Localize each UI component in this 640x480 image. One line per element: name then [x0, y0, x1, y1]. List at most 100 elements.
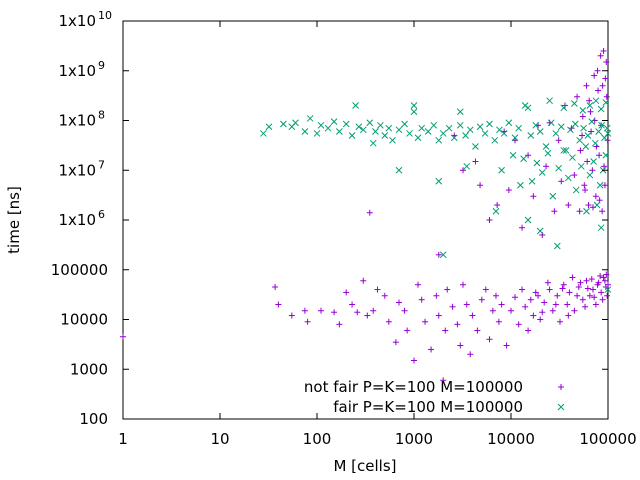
data-point — [532, 289, 539, 296]
data-point — [433, 292, 440, 299]
data-point — [601, 277, 608, 284]
data-point — [359, 126, 367, 134]
data-point — [554, 292, 561, 299]
data-point — [469, 312, 476, 319]
data-point — [369, 139, 377, 147]
data-point — [588, 118, 596, 125]
legend-label: not fair P=K=100 M=100000 — [304, 378, 523, 396]
data-point — [517, 181, 524, 189]
data-point — [598, 121, 605, 129]
data-point — [543, 163, 550, 170]
data-point — [317, 121, 325, 129]
data-point — [336, 321, 343, 328]
data-point — [410, 102, 418, 109]
x-tick-label: 1 — [118, 430, 128, 448]
data-point — [498, 301, 505, 308]
data-point — [374, 286, 381, 293]
data-point — [301, 128, 309, 135]
data-point — [449, 303, 456, 310]
data-point — [525, 327, 532, 334]
data-point — [557, 123, 565, 131]
data-point — [535, 292, 542, 299]
data-point — [381, 132, 389, 139]
data-point — [571, 307, 578, 314]
data-point — [372, 128, 379, 135]
data-point — [592, 193, 599, 200]
data-point — [559, 285, 566, 292]
data-point — [492, 207, 500, 215]
data-point — [539, 309, 546, 316]
data-point — [406, 130, 413, 137]
data-point — [313, 130, 321, 137]
series-fair — [260, 97, 612, 293]
data-point — [577, 279, 584, 286]
data-point — [556, 318, 563, 325]
data-point — [272, 284, 279, 291]
data-point — [532, 121, 540, 129]
data-point — [546, 97, 553, 105]
data-point — [392, 339, 399, 346]
data-point — [385, 318, 392, 325]
data-point — [586, 97, 593, 104]
data-point — [561, 102, 568, 109]
data-point — [515, 124, 523, 132]
data-point — [574, 93, 581, 100]
data-point — [439, 251, 447, 259]
data-point — [463, 162, 471, 170]
data-point — [566, 289, 573, 296]
data-point — [500, 130, 508, 137]
data-point — [520, 155, 527, 163]
data-point — [324, 124, 332, 132]
data-point — [582, 303, 589, 310]
data-point — [292, 119, 299, 127]
data-point — [536, 227, 544, 235]
data-point — [584, 158, 591, 165]
data-point — [595, 87, 602, 94]
data-point — [524, 216, 532, 224]
data-point — [605, 281, 611, 288]
data-point — [120, 333, 126, 340]
data-point — [418, 124, 426, 132]
data-point — [415, 281, 422, 288]
data-point — [590, 158, 597, 165]
data-point — [445, 124, 453, 132]
data-point — [582, 187, 589, 194]
plot-frame — [122, 20, 609, 420]
data-point — [467, 351, 474, 358]
data-point — [571, 172, 578, 179]
data-point — [579, 113, 586, 120]
data-point — [496, 126, 503, 134]
data-point — [599, 208, 606, 215]
data-point — [579, 296, 586, 303]
data-point — [348, 132, 356, 139]
data-point — [492, 292, 499, 299]
data-point — [585, 202, 592, 209]
data-point — [553, 242, 561, 250]
data-point — [546, 286, 553, 293]
data-point — [260, 130, 267, 137]
y-tick-exponent: 6 — [98, 208, 105, 221]
data-point — [512, 294, 519, 301]
data-point — [551, 208, 558, 215]
data-point — [552, 130, 560, 137]
data-point — [558, 178, 565, 185]
x-tick-label: 10000 — [487, 430, 535, 448]
data-point — [477, 182, 484, 189]
data-point — [567, 126, 574, 134]
data-point — [524, 104, 532, 112]
data-point — [560, 104, 568, 112]
data-point — [588, 128, 595, 135]
data-point — [542, 143, 550, 150]
x-tick-label: 100000 — [579, 430, 636, 448]
y-tick-label: 100000 — [51, 261, 108, 279]
data-point — [600, 274, 607, 281]
data-point — [604, 130, 612, 137]
data-point — [411, 357, 417, 364]
data-point — [489, 307, 496, 314]
data-point — [377, 121, 384, 129]
data-point — [389, 136, 396, 144]
data-point — [404, 327, 411, 334]
data-point — [604, 292, 611, 299]
data-point — [587, 108, 594, 115]
data-point — [528, 177, 536, 185]
